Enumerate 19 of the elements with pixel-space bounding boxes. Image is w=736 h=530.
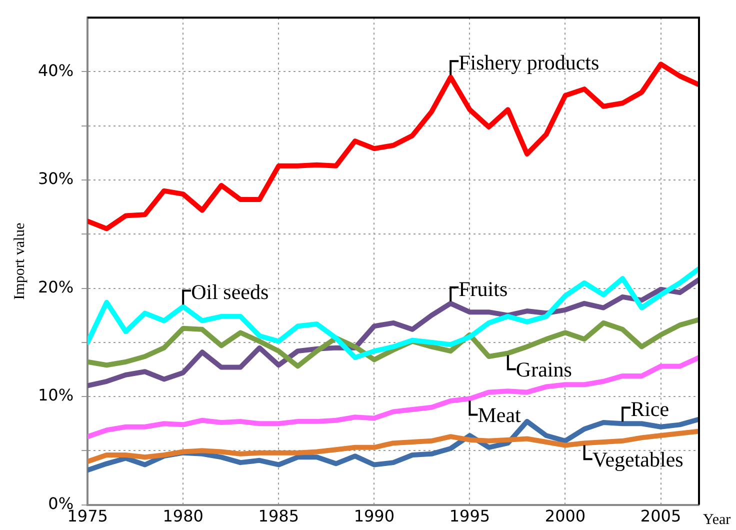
annotation: Fishery products [458,50,600,75]
annotation: Fruits [458,276,508,301]
x-tick-label: 2005 [640,506,682,526]
annotation: Grains [516,358,572,382]
x-tick-label: 1985 [258,506,299,526]
y-tick-label: 20% [38,277,74,296]
y-tick-label: 30% [38,169,74,188]
y-axis-title: Import value [12,222,28,300]
annotation: Vegetables [592,448,684,472]
annotation: Oil seeds [191,280,269,304]
annotation: Meat [478,403,522,428]
x-tick-label: 2000 [544,506,586,526]
y-tick-label: 40% [38,60,74,80]
x-tick-label: 1990 [354,506,395,526]
x-tick-label: 1995 [449,506,490,526]
x-tick-label: 1980 [162,506,204,526]
x-axis-title: Year [703,512,731,528]
annotation: Rice [630,397,670,422]
y-tick-label: 10% [38,386,74,405]
